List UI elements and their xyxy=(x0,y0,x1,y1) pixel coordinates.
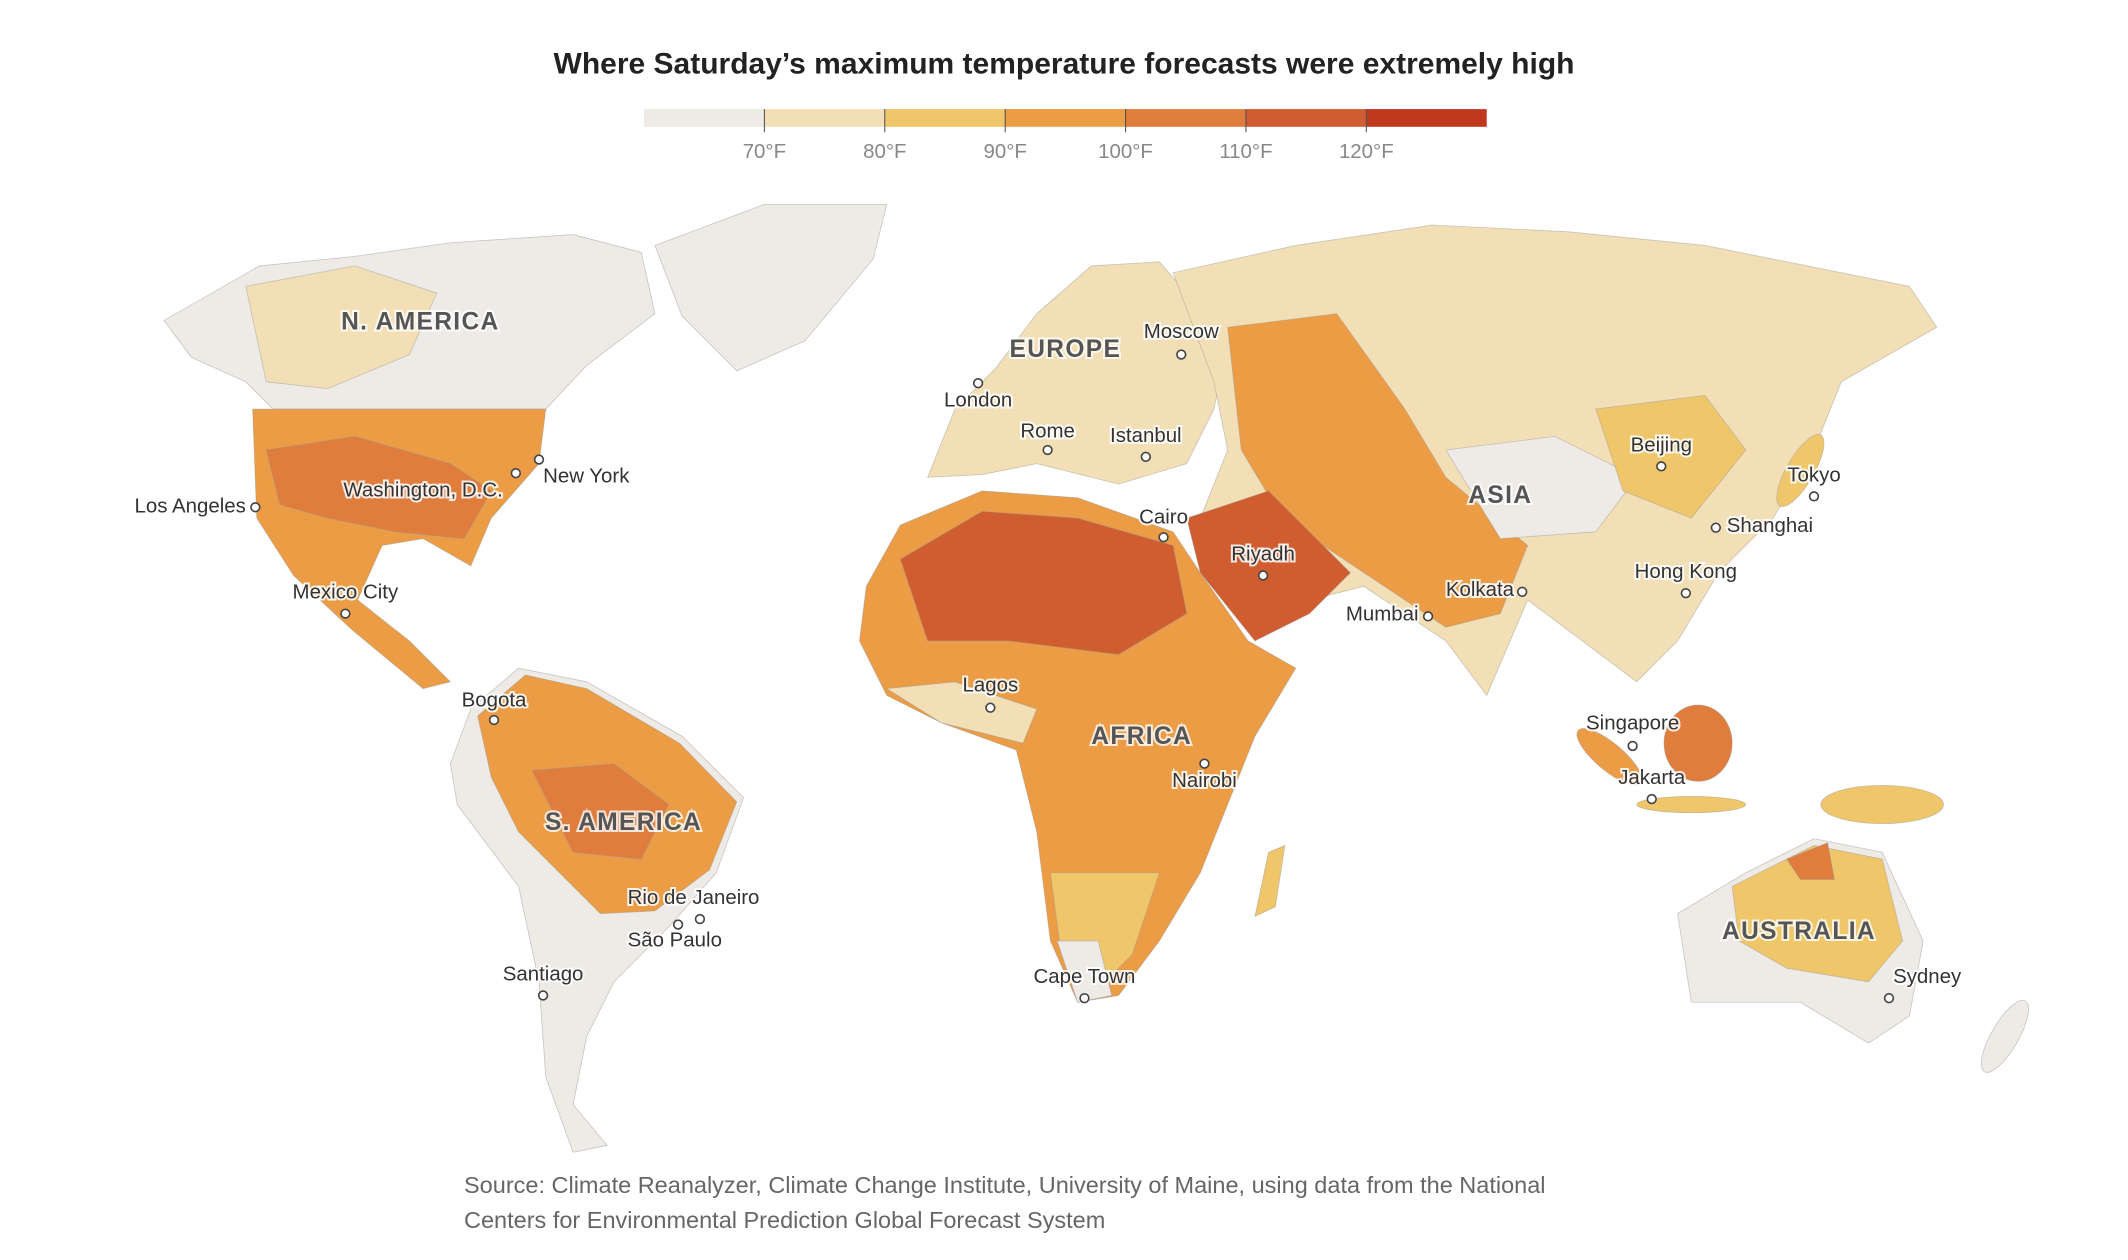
landmass xyxy=(1820,785,1944,825)
city-marker xyxy=(1079,992,1090,1004)
legend-swatch xyxy=(1366,109,1487,127)
city-marker xyxy=(1646,793,1657,805)
city-marker xyxy=(1199,758,1210,769)
landmass xyxy=(1595,395,1747,519)
region-label: ASIA xyxy=(1468,482,1532,509)
city-label: Los Angeles xyxy=(134,495,245,518)
city-marker xyxy=(985,702,996,713)
landmass xyxy=(885,681,1038,744)
legend-tick-label: 100°F xyxy=(1098,140,1153,163)
city-marker xyxy=(533,454,545,465)
city-marker xyxy=(1176,349,1187,360)
city-label: Santiago xyxy=(503,962,584,985)
city-marker xyxy=(1680,587,1692,599)
legend-tick-label: 90°F xyxy=(983,140,1026,163)
title: Where Saturday’s maximum temperature for… xyxy=(554,47,1575,80)
city-marker xyxy=(250,502,261,513)
city-label: Singapore xyxy=(1586,711,1679,734)
city-marker xyxy=(1627,740,1638,752)
city-label: Riyadh xyxy=(1231,542,1295,565)
city-label: New York xyxy=(543,465,630,488)
region-label: AFRICA xyxy=(1091,723,1192,750)
legend-swatch xyxy=(644,109,765,127)
legend-swatch xyxy=(1125,109,1246,127)
city-label: Cape Town xyxy=(1034,965,1136,988)
legend: 70°F 80°F 90°F 100°F 110°F 120°F xyxy=(644,109,1487,163)
landmass xyxy=(531,763,670,860)
legend-tick-label: 70°F xyxy=(743,140,786,163)
city-label: São Paulo xyxy=(628,928,722,951)
city-marker xyxy=(694,913,706,925)
city-marker xyxy=(537,990,549,1001)
landmass xyxy=(1663,704,1733,782)
legend-tick-label: 120°F xyxy=(1339,140,1394,163)
labels: N. AMERICA EUROPE ASIA AFRICA S. AMERICA AUST… xyxy=(132,307,1964,1004)
city-marker xyxy=(1710,522,1722,533)
landmass xyxy=(1776,433,1825,507)
city-label: Nairobi xyxy=(1172,769,1237,792)
legend-swatch xyxy=(1245,109,1367,127)
landmass xyxy=(654,204,888,372)
landmass xyxy=(1786,842,1835,880)
landmass xyxy=(265,435,492,540)
city-label: Tokyo xyxy=(1787,463,1840,486)
city-marker xyxy=(672,919,684,930)
city-marker xyxy=(340,608,351,619)
city-label: Lagos xyxy=(963,673,1019,696)
city-marker xyxy=(1140,451,1151,462)
legend-swatch xyxy=(1005,109,1126,127)
landmass xyxy=(1056,940,1113,1003)
landmass xyxy=(1254,844,1286,918)
city-label: Cairo xyxy=(1139,506,1188,529)
city-marker xyxy=(488,714,500,726)
city-label: Mumbai xyxy=(1346,602,1419,625)
city-label: Sydney xyxy=(1893,965,1962,988)
city-marker xyxy=(1883,992,1895,1004)
legend-swatch xyxy=(884,109,1006,127)
city-label: Moscow xyxy=(1144,320,1219,343)
city-label: Jakarta xyxy=(1618,766,1686,789)
region-label: N. AMERICA xyxy=(341,309,500,336)
city-label: Mexico City xyxy=(293,581,399,604)
city-label: Beijing xyxy=(1631,433,1692,456)
region-label: EUROPE xyxy=(1009,336,1121,363)
city-label: Shanghai xyxy=(1727,514,1813,537)
landmass xyxy=(1576,728,1643,786)
region-label: AUSTRALIA xyxy=(1722,918,1876,945)
land xyxy=(163,204,2029,1153)
city-marker xyxy=(1042,444,1053,456)
landmass xyxy=(245,265,438,390)
city-label: Washington, D.C. xyxy=(343,478,502,501)
city-marker xyxy=(1656,461,1667,472)
city-marker xyxy=(1808,491,1820,502)
legend-tick-label: 80°F xyxy=(863,140,906,163)
city-marker xyxy=(1422,611,1434,622)
city-marker xyxy=(1158,532,1169,543)
city-label: Istanbul xyxy=(1110,424,1182,447)
legend-tick-label: 110°F xyxy=(1219,140,1272,163)
city-marker xyxy=(1257,570,1269,581)
city-label: Kolkata xyxy=(1446,578,1515,601)
legend-swatch xyxy=(764,109,885,127)
landmass xyxy=(1445,435,1638,540)
city-label: Rome xyxy=(1020,420,1075,443)
city-label: Hong Kong xyxy=(1635,560,1737,583)
city-label: Rio de Janeiro xyxy=(628,886,760,909)
city-label: London xyxy=(944,388,1012,411)
city-label: Bogota xyxy=(462,688,527,711)
city-marker xyxy=(1517,586,1528,597)
city-marker xyxy=(510,467,521,479)
source-note: Source: Climate Reanalyzer, Climate Chan… xyxy=(464,1172,1546,1233)
region-label: S. AMERICA xyxy=(545,809,702,836)
landmass xyxy=(1636,795,1747,814)
landmass xyxy=(1980,999,2029,1073)
city-marker xyxy=(972,377,984,389)
landmass xyxy=(899,510,1188,655)
